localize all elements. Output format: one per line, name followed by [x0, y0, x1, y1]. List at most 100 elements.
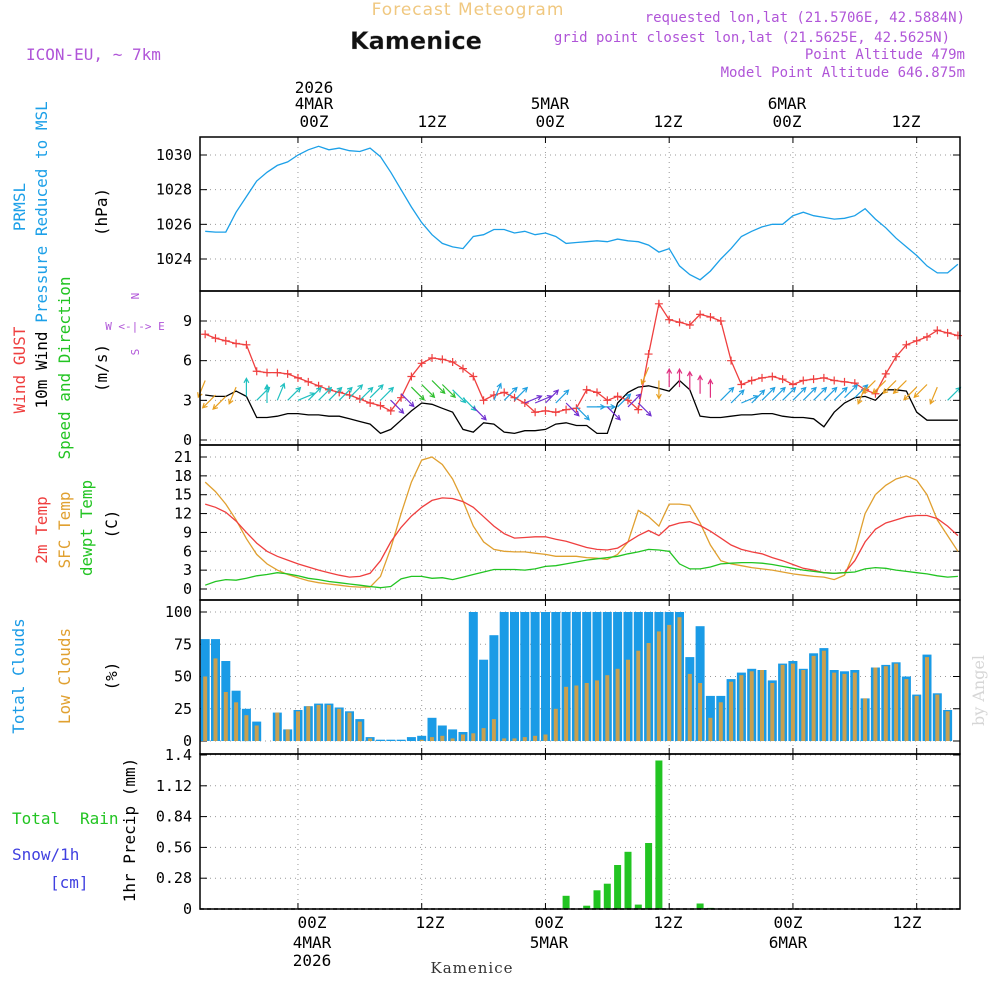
- wind-panel-labels: Wind GUST 10m Wind Speed and Direction (…: [10, 276, 165, 459]
- snow-label: Snow/1h: [12, 845, 79, 864]
- low-cloud-bar: [543, 734, 548, 741]
- total-cloud-bar: [406, 737, 416, 741]
- wind-arrow: [640, 367, 650, 386]
- low-cloud-bar: [729, 681, 734, 741]
- gust-marker: [716, 317, 725, 325]
- low-cloud-bar: [275, 712, 280, 741]
- y-tick-label: 3: [183, 391, 192, 409]
- wind-arrow: [823, 386, 838, 401]
- gust-marker: [376, 401, 385, 410]
- wind-arrow: [861, 380, 876, 395]
- gust-marker: [665, 315, 674, 324]
- gridpoint-coords: grid point closest lon,lat (21.5625E, 42…: [554, 30, 950, 46]
- low-cloud-bar: [636, 650, 641, 741]
- gust-marker: [273, 368, 282, 377]
- bottom-time-axis: 00Z 4MAR 2026 12Z 00Z 5MAR 12Z 00Z 6MAR …: [293, 913, 922, 970]
- gust-marker: [778, 375, 787, 384]
- total-cloud-bar: [530, 612, 540, 741]
- low-cloud-bar: [770, 683, 775, 741]
- y-tick-label: 0.84: [156, 808, 192, 826]
- y-tick-label: 1.12: [156, 777, 192, 795]
- rain-bar: [593, 890, 601, 909]
- gust-marker: [737, 380, 746, 389]
- y-tick-label: 1.4: [165, 746, 192, 764]
- wind-arrow: [380, 386, 395, 401]
- wind-arrow: [349, 384, 364, 399]
- wind-arrow: [197, 380, 206, 399]
- wind-arrow: [771, 386, 786, 401]
- low-cloud-bar: [244, 715, 249, 741]
- low-cloud-bar: [687, 673, 692, 741]
- low-cloud-bar: [863, 698, 868, 741]
- low-cloud-bar: [667, 624, 672, 741]
- bottom-label-l2: 6MAR: [769, 933, 808, 952]
- wind-arrow: [872, 380, 887, 395]
- total-cloud-bar: [571, 612, 581, 741]
- gust-marker: [881, 369, 890, 378]
- y-tick-label: 1030: [156, 146, 192, 164]
- gust-marker: [706, 313, 715, 322]
- gust-marker: [551, 408, 560, 417]
- y-tick-label: 0: [183, 732, 192, 750]
- total-cloud-bar: [592, 612, 602, 741]
- rain-bar: [634, 904, 642, 909]
- rain-bar: [655, 760, 663, 909]
- low-clouds-label: Low Clouds: [55, 628, 74, 724]
- low-cloud-bar: [605, 675, 610, 741]
- gust-marker: [283, 369, 292, 378]
- gust-marker: [428, 354, 437, 363]
- gust-marker: [747, 376, 756, 385]
- gust-marker: [593, 388, 602, 397]
- low-cloud-bar: [234, 702, 239, 741]
- wind-arrow: [212, 395, 227, 410]
- low-cloud-bar: [626, 659, 630, 741]
- y-tick-label: 1028: [156, 181, 192, 199]
- wind-arrow: [493, 382, 502, 401]
- low-cloud-bar: [801, 670, 806, 741]
- cloud-panel-labels: Total Clouds Low Clouds (%): [9, 618, 121, 734]
- wind-arrow: [655, 380, 662, 400]
- wind-arrow: [697, 374, 704, 394]
- precip-panel-frame: [199, 753, 961, 910]
- top-label-l3: 00Z: [300, 112, 329, 131]
- watermark: by Angel: [969, 655, 988, 726]
- total-cloud-bar: [376, 739, 385, 741]
- wind-arrow: [545, 389, 560, 404]
- total-clouds-label: Total Clouds: [9, 618, 28, 734]
- wind-arrow: [565, 402, 580, 417]
- low-cloud-bar: [821, 650, 826, 741]
- dewpt-label: dewpt Temp: [77, 480, 96, 576]
- low-cloud-bar: [337, 708, 342, 742]
- total-cloud-bar: [499, 612, 509, 741]
- gust-marker: [768, 372, 777, 381]
- wind-arrow: [686, 370, 693, 390]
- gust-marker: [201, 330, 210, 339]
- rain-bar: [562, 895, 570, 909]
- gust-marker: [603, 396, 612, 405]
- temp2m-label: 2m Temp: [32, 496, 51, 563]
- low-cloud-bar: [832, 672, 837, 741]
- low-cloud-bar: [760, 670, 764, 741]
- wind-panel-frame: [199, 290, 961, 446]
- snow-unit-label: [cm]: [50, 873, 89, 892]
- y-tick-label: 18: [174, 467, 192, 485]
- low-cloud-bar: [203, 676, 208, 741]
- rain-bar: [614, 865, 622, 909]
- wind-arrow: [617, 393, 632, 408]
- low-cloud-bar: [316, 704, 321, 741]
- gust-marker: [562, 405, 571, 414]
- low-cloud-bar: [698, 683, 703, 741]
- gust-marker: [242, 340, 251, 349]
- wind-arrow: [637, 402, 652, 417]
- low-cloud-bar: [677, 617, 682, 741]
- dewpt-line: [204, 548, 958, 589]
- rain-label: Rain: [80, 809, 119, 828]
- total-cloud-bar: [417, 735, 427, 741]
- gust-marker: [644, 350, 653, 359]
- total-cloud-bar: [582, 612, 592, 741]
- wind-arrow: [400, 393, 415, 408]
- wind-arrow: [802, 386, 817, 401]
- low-cloud-bar: [306, 706, 311, 741]
- wind-arrow: [276, 382, 286, 401]
- low-cloud-bar: [904, 679, 909, 741]
